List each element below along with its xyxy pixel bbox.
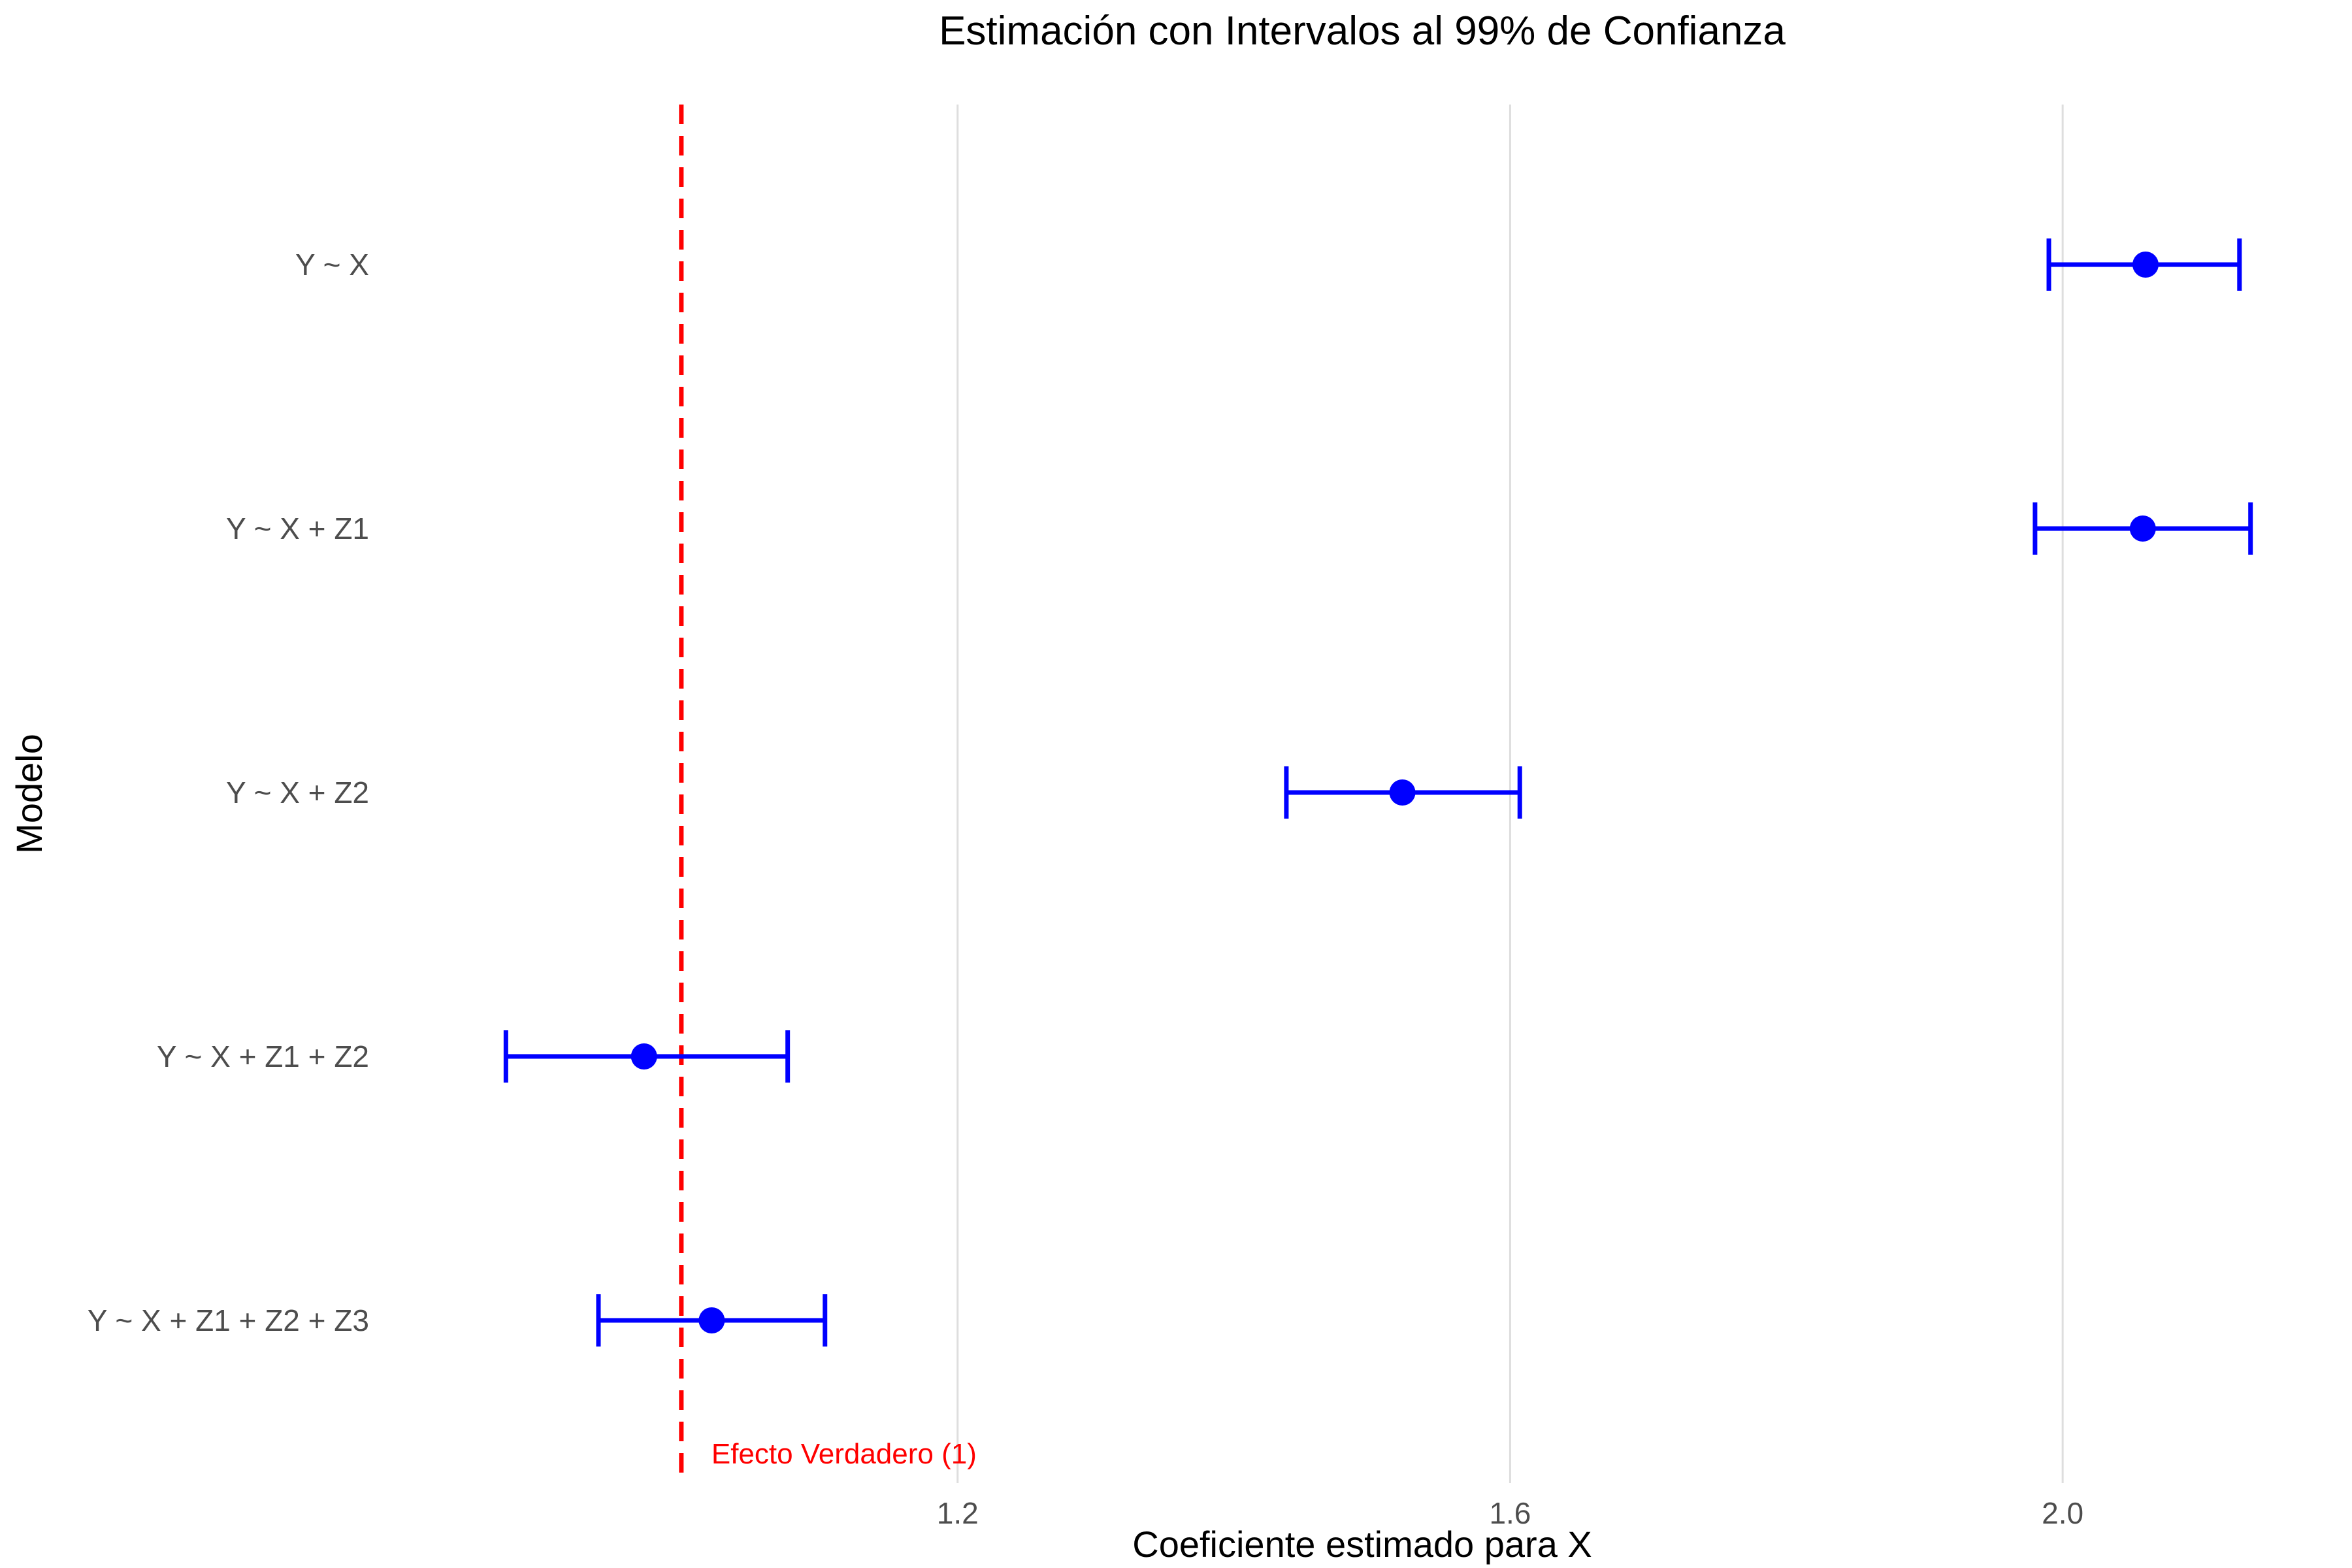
x-tick-labels: 1.2 1.6 2.0 bbox=[937, 1496, 2083, 1530]
y-tick-label: Y ~ X + Z1 + Z2 bbox=[157, 1039, 369, 1073]
reference-line-label: Efecto Verdadero (1) bbox=[711, 1438, 977, 1470]
x-tick-label: 2.0 bbox=[2042, 1496, 2083, 1530]
estimate-point bbox=[630, 1043, 657, 1070]
chart-title: Estimación con Intervalos al 99% de Conf… bbox=[939, 8, 1786, 54]
x-tick-label: 1.6 bbox=[1489, 1496, 1531, 1530]
x-tick-label: 1.2 bbox=[937, 1496, 979, 1530]
y-tick-label: Y ~ X + Z1 bbox=[226, 512, 369, 546]
estimate-point bbox=[698, 1307, 725, 1333]
interval-marks bbox=[503, 238, 2253, 1347]
y-tick-labels: Y ~ X Y ~ X + Z1 Y ~ X + Z2 Y ~ X + Z1 + Z2… bbox=[88, 248, 369, 1337]
y-tick-label: Y ~ X bbox=[295, 248, 369, 282]
estimate-point bbox=[2129, 515, 2156, 542]
estimate-point bbox=[1389, 779, 1416, 806]
y-axis-title: Modelo bbox=[8, 734, 50, 854]
reference-line-group: Efecto Verdadero (1) bbox=[679, 105, 977, 1483]
y-tick-label: Y ~ X + Z2 bbox=[226, 776, 369, 809]
estimate-point bbox=[2132, 252, 2159, 278]
y-tick-label: Y ~ X + Z1 + Z2 + Z3 bbox=[88, 1303, 369, 1337]
x-axis-title: Coeficiente estimado para X bbox=[1132, 1524, 1592, 1565]
